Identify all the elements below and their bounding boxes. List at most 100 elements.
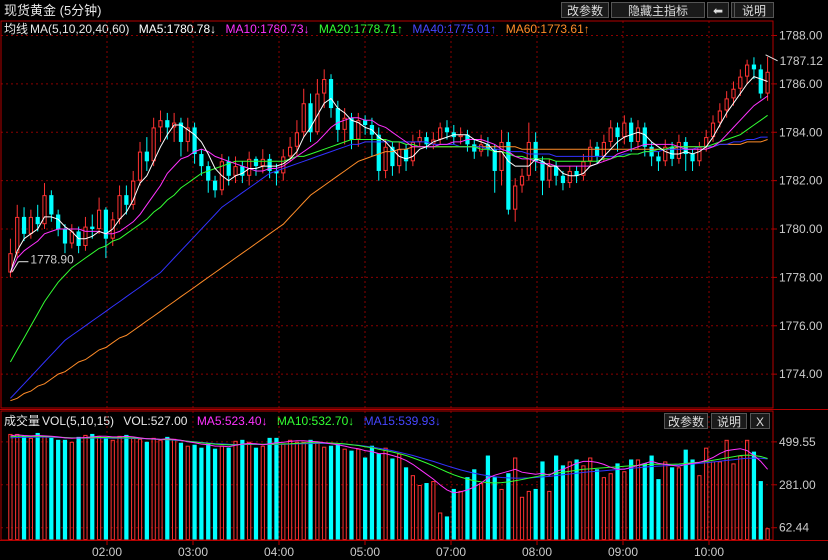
ma60-line xyxy=(10,139,768,402)
candle-body xyxy=(165,120,170,128)
candle-body xyxy=(765,71,770,94)
volume-ma5-line xyxy=(10,434,768,494)
vol-ma10-value: MA10:532.70↓ xyxy=(276,414,355,428)
vol-legend-params: VOL(5,10,15) xyxy=(42,414,115,428)
price-tick-label: 1786.00 xyxy=(779,77,823,91)
volume-bar xyxy=(199,447,204,540)
volume-bar xyxy=(403,467,409,540)
volume-bar xyxy=(683,449,688,540)
volume-bar xyxy=(137,438,143,541)
scroll-left-button[interactable]: ⬅ xyxy=(707,2,729,18)
volume-bars xyxy=(8,432,770,541)
volume-bar xyxy=(390,458,395,540)
ma40-value: MA40:1775.01↑ xyxy=(412,22,497,36)
volume-bar xyxy=(765,528,770,541)
candle-body xyxy=(49,195,54,215)
time-tick-label: 08:00 xyxy=(522,545,552,559)
volume-ma15-line xyxy=(10,436,768,479)
volume-bar xyxy=(69,441,74,540)
candle-body xyxy=(690,154,695,162)
volume-bar xyxy=(574,459,579,540)
candle-body xyxy=(158,120,163,128)
candle-body xyxy=(513,185,518,210)
volume-bar xyxy=(697,475,702,540)
hide-main-indicator-button[interactable]: 隐藏主指标 xyxy=(611,2,705,18)
vol-legend: 成交量 VOL(5,10,15) VOL:527.00 MA5:523.40↓ M… xyxy=(4,413,447,429)
candle-body xyxy=(574,170,579,176)
volume-bar xyxy=(83,434,88,540)
ma5-value: MA5:1780.78↓ xyxy=(138,22,217,36)
candle-body xyxy=(178,122,184,142)
candle-body xyxy=(56,214,61,230)
candle-body xyxy=(144,151,149,162)
main-plot-frame xyxy=(0,20,774,409)
candle-body xyxy=(137,151,143,181)
volume-bar xyxy=(151,437,156,541)
ma40-line xyxy=(10,136,768,399)
time-tick-label: 07:00 xyxy=(436,545,466,559)
candle-body xyxy=(417,137,422,142)
price-tick-label: 1784.00 xyxy=(779,125,823,139)
vol-ma15-value: MA15:539.93↓ xyxy=(363,414,441,428)
volume-bar xyxy=(172,438,177,541)
candle-body xyxy=(560,175,566,184)
volume-bar xyxy=(117,435,122,540)
volume-bar xyxy=(253,447,259,540)
price-tick-label: 1774.00 xyxy=(779,367,823,381)
volume-bar xyxy=(444,516,450,540)
vol-modify-params-button[interactable]: 改参数 xyxy=(664,413,708,429)
volume-bar xyxy=(629,459,634,540)
vol-ma5-value: MA5:523.40↓ xyxy=(196,414,268,428)
candle-body xyxy=(656,156,661,162)
candle-body xyxy=(751,64,757,70)
candle-body xyxy=(594,146,600,157)
candle-body xyxy=(738,76,743,89)
volume-bar xyxy=(458,490,463,540)
volume-bar xyxy=(356,448,361,540)
candle-body xyxy=(478,144,484,152)
time-tick-label: 05:00 xyxy=(350,545,380,559)
volume-bar xyxy=(301,441,306,540)
candle-body xyxy=(21,216,27,234)
modify-params-button[interactable]: 改参数 xyxy=(561,2,609,18)
candle-body xyxy=(42,195,47,225)
candle-body xyxy=(274,170,279,174)
candle-body xyxy=(629,122,634,142)
candle-body xyxy=(349,117,354,140)
volume-bar xyxy=(90,433,95,540)
candle-body xyxy=(212,180,218,191)
volume-bar xyxy=(663,461,668,540)
candle-body xyxy=(267,158,272,171)
volume-bar xyxy=(560,465,566,540)
volume-bar xyxy=(185,445,190,541)
candle-body xyxy=(62,229,68,244)
candle-body xyxy=(15,216,20,254)
volume-bar xyxy=(478,483,484,540)
volume-bar xyxy=(376,453,381,540)
volume-bar xyxy=(219,445,224,541)
ma5-line xyxy=(9,76,768,273)
volume-bar xyxy=(328,445,334,540)
candle-body xyxy=(35,216,40,225)
volume-bar xyxy=(260,445,265,541)
candle-body xyxy=(424,137,429,145)
high-price-label: 1787.12 xyxy=(780,54,824,68)
volume-tick-label: 281.00 xyxy=(779,478,816,492)
volume-bar xyxy=(608,473,613,541)
volume-bar xyxy=(56,439,61,540)
help-button[interactable]: 说明 xyxy=(734,2,774,18)
candle-body xyxy=(287,146,293,157)
candle-body xyxy=(308,103,313,133)
candle-body xyxy=(206,166,211,181)
vol-close-button[interactable]: X xyxy=(750,413,770,429)
ma20-line xyxy=(9,114,768,363)
candle-body xyxy=(547,166,552,181)
candle-body xyxy=(403,149,409,162)
candle-body xyxy=(90,226,95,230)
volume-bar xyxy=(581,465,586,541)
candle-body xyxy=(758,69,763,94)
vol-help-button[interactable]: 说明 xyxy=(711,413,747,429)
volume-bar xyxy=(472,469,477,540)
volume-bar xyxy=(499,488,504,540)
volume-bar xyxy=(622,471,627,540)
